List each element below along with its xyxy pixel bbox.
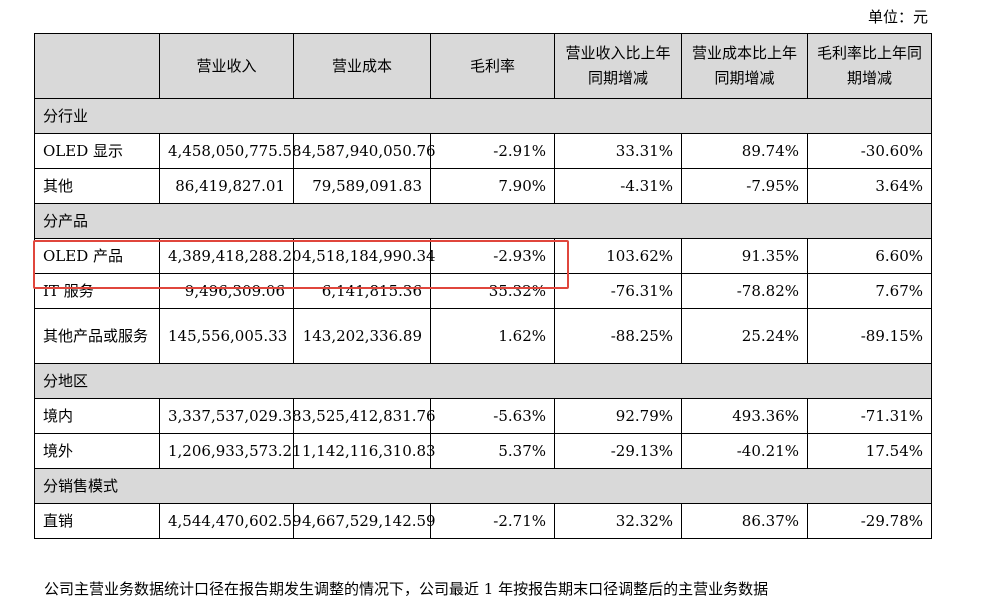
table-header-row: 营业收入 营业成本 毛利率 营业收入比上年同期增减 营业成本比上年同期增减 毛利…	[34, 33, 932, 99]
table-cell: -4.31%	[554, 168, 682, 204]
table-row: 境外 1,206,933,573.21 1,142,116,310.83 5.3…	[34, 433, 932, 469]
financial-table: 营业收入 营业成本 毛利率 营业收入比上年同期增减 营业成本比上年同期增减 毛利…	[34, 33, 932, 539]
table-cell: -29.13%	[554, 433, 682, 469]
table-cell: 4,518,184,990.34	[293, 238, 436, 274]
table-cell: 17.54%	[807, 433, 932, 469]
section-title: 分行业	[34, 98, 932, 134]
table-row: OLED 产品 4,389,418,288.20 4,518,184,990.3…	[34, 238, 932, 274]
table-cell: -78.82%	[681, 273, 808, 309]
table-cell: 25.24%	[681, 308, 808, 364]
table-cell: -2.71%	[430, 503, 555, 539]
table-cell: 4,587,940,050.76	[293, 133, 436, 169]
header-cell	[34, 33, 160, 99]
table-cell: 145,556,005.33	[159, 308, 294, 364]
table-cell: 91.35%	[681, 238, 808, 274]
row-label: 境内	[34, 398, 160, 434]
section-title: 分地区	[34, 363, 932, 399]
table-cell: 1,206,933,573.21	[159, 433, 302, 469]
table-cell: 86.37%	[681, 503, 808, 539]
table-cell: -29.78%	[807, 503, 932, 539]
table-cell: 32.32%	[554, 503, 682, 539]
footnote: 公司主营业务数据统计口径在报告期发生调整的情况下，公司最近 1 年按报告期末口径…	[44, 580, 769, 598]
row-label: IT 服务	[34, 273, 160, 309]
table-row: 其他产品或服务 145,556,005.33 143,202,336.89 1.…	[34, 308, 932, 364]
table-cell: 1,142,116,310.83	[293, 433, 436, 469]
row-label: 直销	[34, 503, 160, 539]
section-title: 分销售模式	[34, 468, 932, 504]
table-cell: 7.90%	[430, 168, 555, 204]
table-cell: 143,202,336.89	[293, 308, 431, 364]
header-cell: 毛利率比上年同期增减	[807, 33, 932, 99]
row-label: OLED 显示	[34, 133, 160, 169]
row-label: 其他产品或服务	[34, 308, 160, 364]
table-cell: -7.95%	[681, 168, 808, 204]
row-label: 其他	[34, 168, 160, 204]
table-cell: 6,141,815.36	[293, 273, 431, 309]
table-cell: -89.15%	[807, 308, 932, 364]
table-cell: 3,525,412,831.76	[293, 398, 436, 434]
table-cell: 5.37%	[430, 433, 555, 469]
table-cell: 86,419,827.01	[159, 168, 294, 204]
table-cell: 4,389,418,288.20	[159, 238, 302, 274]
table-cell: 89.74%	[681, 133, 808, 169]
table-row: IT 服务 9,496,309.06 6,141,815.36 35.32% -…	[34, 273, 932, 309]
table-cell: -30.60%	[807, 133, 932, 169]
header-cell: 营业收入	[159, 33, 294, 99]
highlight-box	[33, 240, 569, 289]
table-cell: 4,458,050,775.58	[159, 133, 302, 169]
table-cell: 35.32%	[430, 273, 555, 309]
section-row: 分销售模式	[34, 468, 932, 504]
table-cell: -5.63%	[430, 398, 555, 434]
table-cell: 7.67%	[807, 273, 932, 309]
section-row: 分产品	[34, 203, 932, 239]
unit-label: 单位：元	[867, 8, 928, 26]
header-cell: 毛利率	[430, 33, 555, 99]
table-cell: 6.60%	[807, 238, 932, 274]
table-row: 境内 3,337,537,029.38 3,525,412,831.76 -5.…	[34, 398, 932, 434]
table-cell: 493.36%	[681, 398, 808, 434]
table-row: OLED 显示 4,458,050,775.58 4,587,940,050.7…	[34, 133, 932, 169]
section-row: 分地区	[34, 363, 932, 399]
table-cell: -88.25%	[554, 308, 682, 364]
table-cell: 4,544,470,602.59	[159, 503, 302, 539]
table-cell: 4,667,529,142.59	[293, 503, 436, 539]
table-row: 其他 86,419,827.01 79,589,091.83 7.90% -4.…	[34, 168, 932, 204]
header-cell: 营业收入比上年同期增减	[554, 33, 682, 99]
header-cell: 营业成本比上年同期增减	[681, 33, 808, 99]
table-cell: -76.31%	[554, 273, 682, 309]
table-cell: 3,337,537,029.38	[159, 398, 302, 434]
row-label: 境外	[34, 433, 160, 469]
header-cell: 营业成本	[293, 33, 431, 99]
table-cell: -2.91%	[430, 133, 555, 169]
table-cell: 92.79%	[554, 398, 682, 434]
table-cell: 103.62%	[554, 238, 682, 274]
section-row: 分行业	[34, 98, 932, 134]
table-cell: 3.64%	[807, 168, 932, 204]
table-cell: -71.31%	[807, 398, 932, 434]
table-cell: 33.31%	[554, 133, 682, 169]
table-row: 直销 4,544,470,602.59 4,667,529,142.59 -2.…	[34, 503, 932, 539]
table-cell: 1.62%	[430, 308, 555, 364]
table-cell: -2.93%	[430, 238, 555, 274]
table-cell: 79,589,091.83	[293, 168, 431, 204]
table-cell: -40.21%	[681, 433, 808, 469]
section-title: 分产品	[34, 203, 932, 239]
